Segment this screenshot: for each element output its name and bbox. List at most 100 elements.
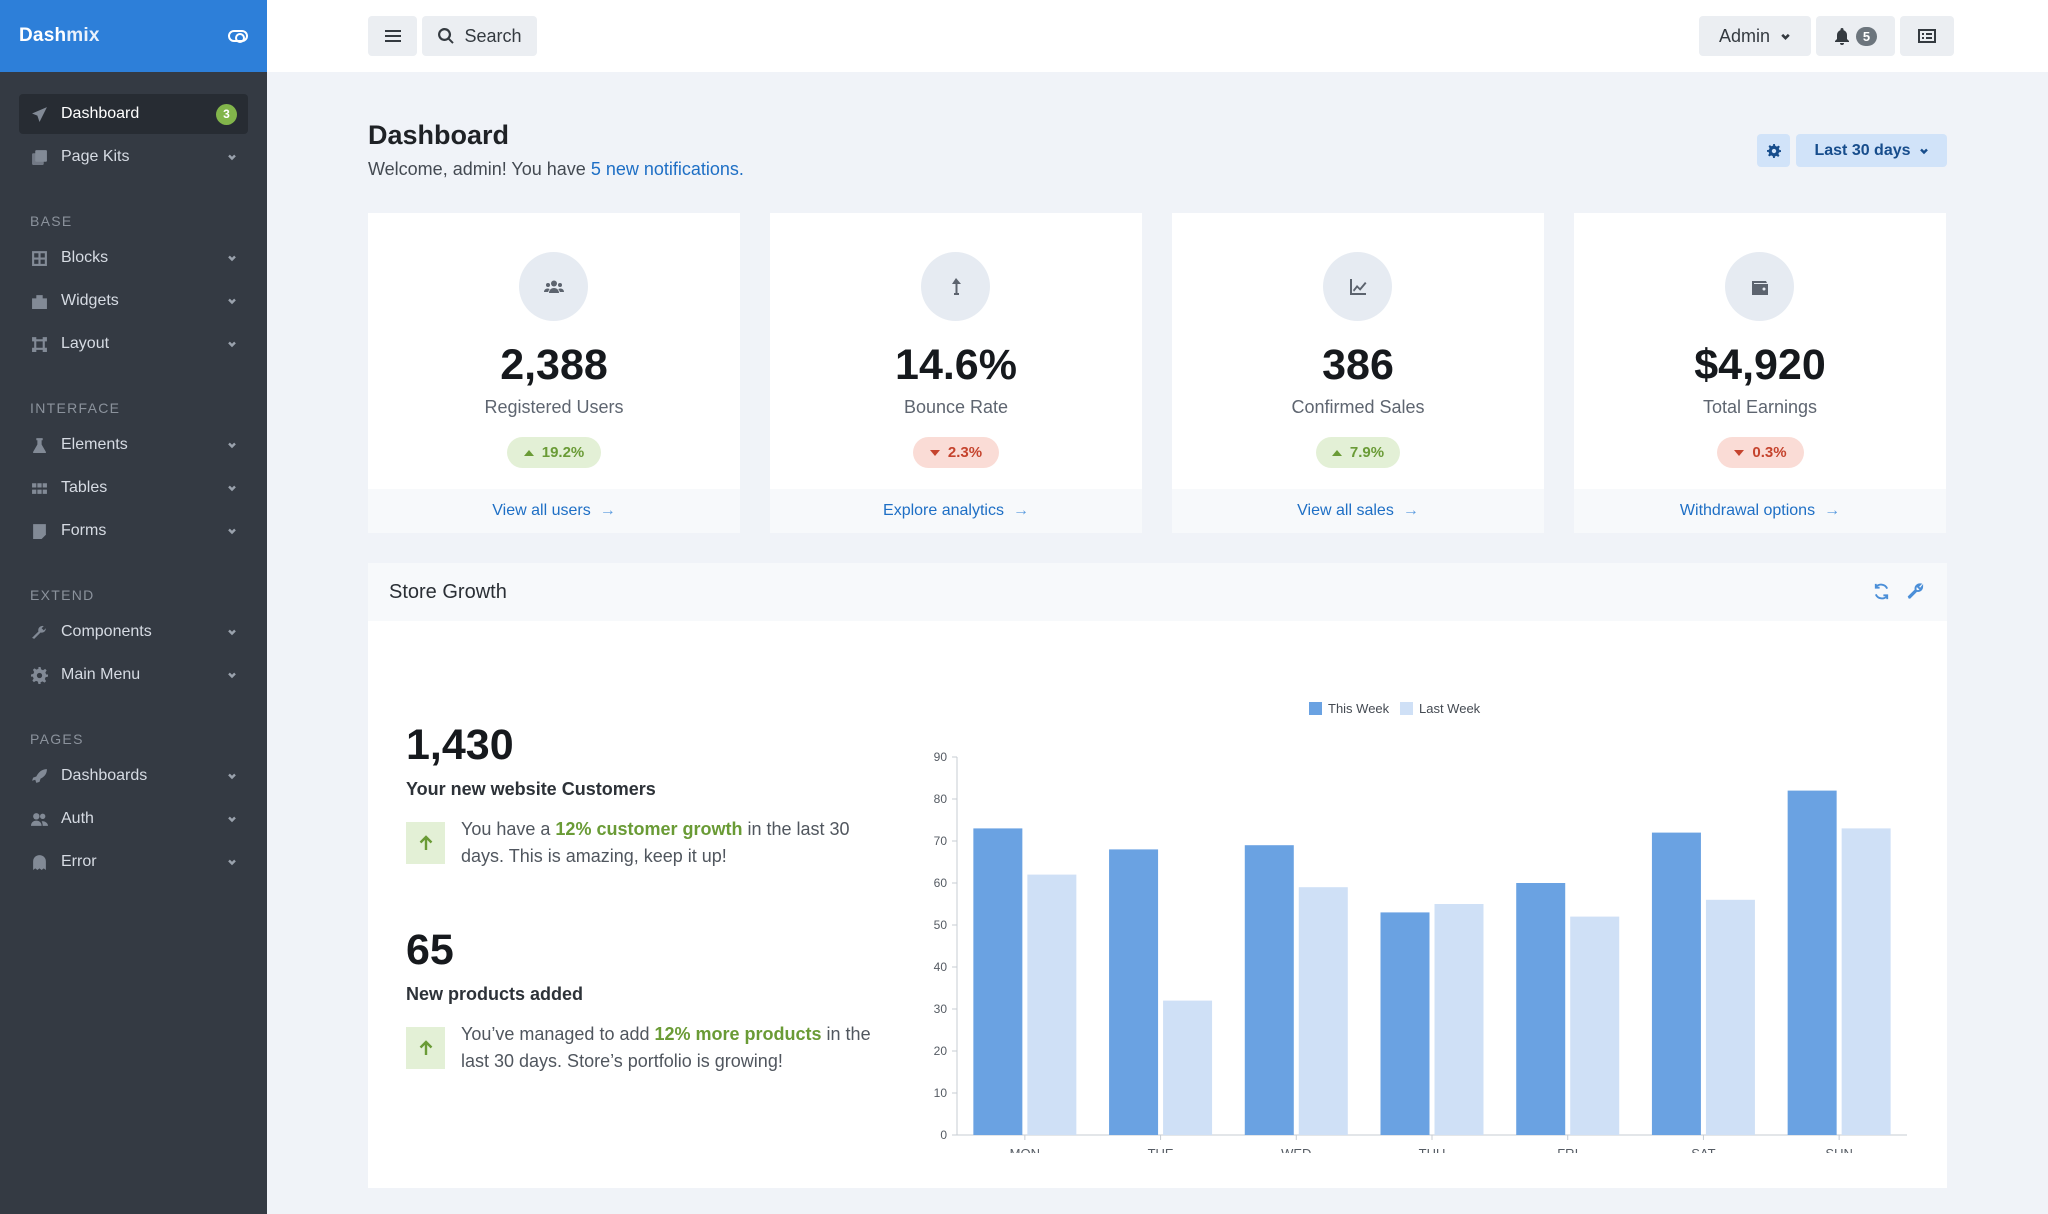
list-alt-icon bbox=[1918, 29, 1936, 43]
search-button[interactable]: Search bbox=[422, 16, 537, 56]
sidebar-toggle-button[interactable] bbox=[368, 16, 417, 56]
stat-link-label: Explore analytics bbox=[883, 502, 1004, 519]
notifications-link[interactable]: 5 new notifications bbox=[590, 159, 739, 179]
welcome-prefix: Welcome, admin! You have bbox=[368, 159, 591, 179]
sidebar-item-label: Elements bbox=[61, 436, 128, 453]
cog-icon bbox=[1766, 143, 1781, 158]
sidebar-item-widgets[interactable]: Widgets bbox=[19, 281, 248, 321]
stat-change-value: 7.9% bbox=[1349, 444, 1385, 461]
chart-bar-this-week bbox=[1244, 845, 1294, 1135]
arrow-up-icon bbox=[406, 822, 445, 864]
chart-line-icon bbox=[1349, 278, 1366, 295]
desc-highlight: 12% more products bbox=[654, 1024, 822, 1044]
page-title: Dashboard bbox=[368, 120, 510, 150]
stat-value: 386 bbox=[1322, 341, 1394, 389]
y-tick-label: 80 bbox=[934, 792, 948, 806]
block-header: Store Growth bbox=[368, 563, 1947, 621]
stat-change-value: 0.3% bbox=[1752, 444, 1787, 461]
view-all-users-link[interactable]: View all users → bbox=[368, 489, 740, 533]
y-tick-label: 50 bbox=[934, 918, 948, 932]
sidebar-item-label: Widgets bbox=[61, 292, 119, 309]
sidebar-item-label: Dashboards bbox=[61, 767, 148, 784]
sidebar-item-elements[interactable]: Elements bbox=[19, 425, 248, 465]
stat-value: 2,388 bbox=[500, 341, 608, 389]
chevron-down-icon bbox=[227, 670, 237, 680]
withdrawal-options-link[interactable]: Withdrawal options → bbox=[1574, 489, 1946, 533]
wallet-icon bbox=[1751, 280, 1768, 295]
sidebar-item-components[interactable]: Components bbox=[19, 612, 248, 652]
sidebar-item-label: Main Menu bbox=[61, 666, 141, 683]
sidebar-item-blocks[interactable]: Blocks bbox=[19, 238, 248, 278]
rocket-icon bbox=[30, 768, 49, 785]
store-growth-chart: 0 10 20 30 40 50 60 70 80 90 MON TUE WED THU FRI SAT SUN… bbox=[934, 701, 1907, 1153]
x-tick-label: SAT bbox=[1691, 1146, 1715, 1153]
sidebar-item-label: Components bbox=[61, 623, 152, 640]
stat-card-users: 2,388 Registered Users 19.2% View all us… bbox=[368, 213, 740, 533]
view-all-sales-link[interactable]: View all sales → bbox=[1172, 489, 1544, 533]
notifications-button[interactable]: 5 bbox=[1816, 16, 1895, 56]
desc-text: You’ve managed to add bbox=[461, 1024, 655, 1044]
x-tick-label: TUE bbox=[1148, 1146, 1174, 1153]
explore-analytics-link[interactable]: Explore analytics → bbox=[770, 489, 1142, 533]
stat-icon-circle bbox=[921, 252, 990, 321]
user-menu-button[interactable]: Admin bbox=[1699, 16, 1811, 56]
sidebar-item-dashboards[interactable]: Dashboards bbox=[19, 756, 248, 796]
sidebar-item-forms[interactable]: Forms bbox=[19, 511, 248, 551]
side-overlay-button[interactable] bbox=[1900, 16, 1954, 56]
stat-change-badge: 2.3% bbox=[913, 437, 999, 468]
arrow-right-icon: → bbox=[599, 502, 616, 519]
notifications-badge: 5 bbox=[1855, 26, 1878, 46]
wrench-icon[interactable] bbox=[1906, 582, 1926, 602]
sidebar-item-label: Layout bbox=[61, 335, 110, 352]
brand-logo[interactable]: Dashmix bbox=[19, 25, 100, 47]
top-header: Search Admin 5 bbox=[267, 0, 2048, 72]
block-title: Store Growth bbox=[389, 580, 507, 603]
menu-icon bbox=[384, 30, 401, 42]
flask-icon bbox=[30, 437, 49, 454]
y-tick-label: 60 bbox=[934, 876, 948, 890]
sidebar-item-label: Dashboard bbox=[61, 105, 140, 122]
desc-highlight: 12% customer growth bbox=[555, 819, 743, 839]
stat-link-label: Withdrawal options bbox=[1679, 502, 1816, 519]
sidebar-item-layout[interactable]: Layout bbox=[19, 324, 248, 364]
sidebar-item-page-kits[interactable]: Page Kits bbox=[19, 137, 248, 177]
stat-link-label: View all sales bbox=[1297, 502, 1394, 519]
chart-bar-this-week bbox=[1787, 790, 1837, 1135]
y-tick-label: 40 bbox=[934, 960, 948, 974]
cog-icon bbox=[30, 666, 49, 684]
sidebar-item-tables[interactable]: Tables bbox=[19, 468, 248, 508]
chevron-down-icon bbox=[227, 296, 237, 306]
sidebar-item-auth[interactable]: Auth bbox=[19, 799, 248, 839]
products-description: You’ve managed to add 12% more products … bbox=[461, 1021, 881, 1075]
stat-icon-circle bbox=[1323, 252, 1392, 321]
stat-label: Total Earnings bbox=[1702, 397, 1818, 417]
settings-button[interactable] bbox=[1757, 134, 1790, 167]
stat-icon-circle bbox=[1725, 252, 1794, 321]
customers-description: You have a 12% customer growth in the la… bbox=[461, 816, 881, 870]
sidebar-item-dashboard[interactable]: Dashboard 3 bbox=[19, 94, 248, 134]
chevron-down-icon bbox=[227, 253, 237, 263]
caret-down-icon bbox=[1734, 449, 1745, 456]
refresh-icon[interactable] bbox=[1872, 582, 1892, 602]
sidebar-item-error[interactable]: Error bbox=[19, 842, 248, 882]
stat-link-label: View all users bbox=[492, 502, 591, 519]
desc-text: in the last 30 days. Store’s portfolio i… bbox=[461, 1024, 871, 1071]
x-tick-label: MON bbox=[1010, 1146, 1040, 1153]
customers-label: Your new website Customers bbox=[406, 779, 656, 799]
date-range-dropdown[interactable]: Last 30 days bbox=[1796, 134, 1947, 167]
sidebar-item-main-menu[interactable]: Main Menu bbox=[19, 655, 248, 695]
dark-mode-toggle-icon[interactable] bbox=[228, 30, 248, 43]
arrow-right-icon: → bbox=[1402, 502, 1419, 519]
sidebar-nav: Dashboard 3 Page Kits BASE Blocks Widget… bbox=[0, 72, 267, 882]
chevron-down-icon bbox=[227, 483, 237, 493]
search-icon bbox=[438, 28, 455, 44]
users-icon bbox=[543, 280, 564, 293]
stat-card-bounce-rate: 14.6% Bounce Rate 2.3% Explore analytics… bbox=[770, 213, 1142, 533]
chevron-down-icon bbox=[227, 152, 237, 162]
brand-bar: Dashmix bbox=[0, 0, 267, 72]
ghost-icon bbox=[30, 854, 49, 871]
users-icon bbox=[30, 811, 49, 828]
legend-swatch bbox=[1309, 702, 1322, 715]
legend-label: Last Week bbox=[1419, 701, 1481, 716]
bell-icon bbox=[1834, 27, 1849, 45]
